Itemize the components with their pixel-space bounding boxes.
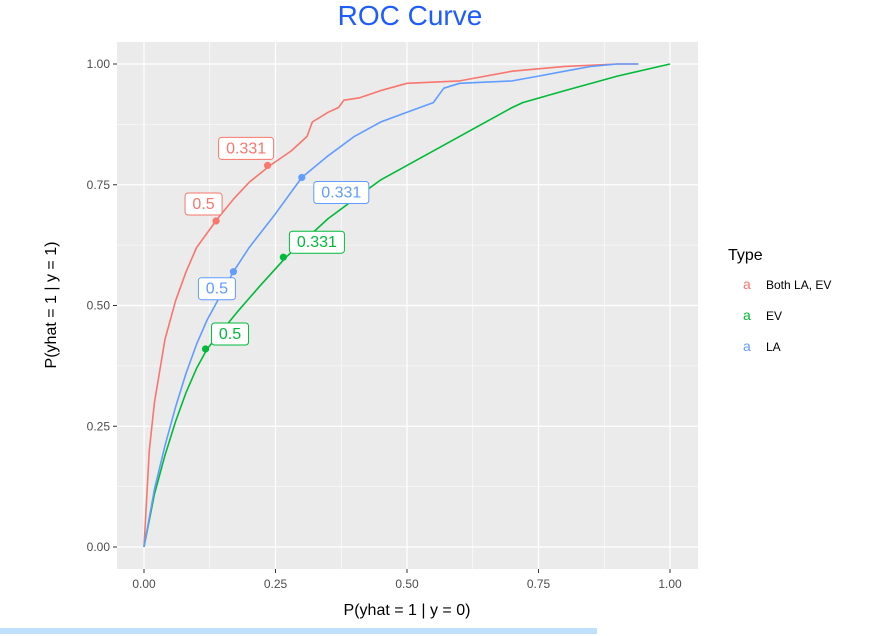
y-tick-label: 0.00 bbox=[87, 540, 111, 554]
y-tick-label: 0.75 bbox=[87, 178, 111, 192]
threshold-point bbox=[279, 253, 287, 261]
threshold-label-box bbox=[218, 136, 275, 160]
legend-label: Both LA, EV bbox=[766, 278, 831, 292]
series-line bbox=[143, 63, 639, 548]
legend-item: a LA bbox=[743, 338, 781, 354]
threshold-point bbox=[201, 345, 210, 353]
threshold-label: 0.5 bbox=[206, 281, 228, 298]
legend-item: a Both LA, EV bbox=[743, 276, 831, 292]
threshold-label: 0.331 bbox=[321, 185, 361, 202]
y-axis-label: P(yhat = 1 | y = 1) bbox=[43, 242, 60, 369]
threshold-label: 0.5 bbox=[192, 196, 214, 213]
legend-label: LA bbox=[766, 340, 781, 354]
threshold-label-box bbox=[313, 181, 370, 205]
threshold-label: 0.5 bbox=[219, 326, 241, 343]
legend-key-glyph: a bbox=[743, 338, 751, 354]
x-tick-label: 0.75 bbox=[527, 577, 551, 591]
x-axis-label: P(yhat = 1 | y = 0) bbox=[344, 602, 471, 619]
legend-key-glyph: a bbox=[743, 276, 751, 292]
threshold-point bbox=[229, 268, 238, 276]
threshold-points bbox=[201, 161, 306, 353]
x-tick-label: 0.00 bbox=[132, 577, 156, 591]
threshold-label-box bbox=[184, 192, 223, 216]
legend-label: EV bbox=[766, 309, 782, 323]
threshold-label: 0.331 bbox=[297, 234, 337, 251]
legend: Type a Both LA, EV a EV a LA bbox=[728, 247, 831, 354]
threshold-labels: 0.5 0.331 0.5 0.331 0.5 0.331 bbox=[184, 136, 370, 346]
y-tick-label: 0.25 bbox=[87, 419, 111, 433]
y-tick-label: 0.50 bbox=[87, 299, 111, 313]
threshold-label-box bbox=[288, 230, 345, 254]
x-tick-label: 1.00 bbox=[658, 577, 682, 591]
y-tick-label: 1.00 bbox=[87, 57, 111, 71]
bottom-rule bbox=[0, 628, 597, 634]
legend-items: a Both LA, EV a EV a LA bbox=[743, 276, 831, 354]
x-tick-label: 0.25 bbox=[264, 577, 288, 591]
threshold-label: 0.331 bbox=[226, 140, 266, 157]
threshold-label-box bbox=[211, 322, 250, 346]
threshold-point bbox=[264, 161, 272, 170]
series-line bbox=[143, 63, 639, 548]
legend-item: a EV bbox=[743, 307, 782, 323]
x-tick-label: 0.50 bbox=[395, 577, 419, 591]
threshold-point bbox=[212, 217, 220, 225]
threshold-label-box bbox=[197, 277, 236, 301]
legend-title: Type bbox=[728, 247, 763, 264]
grid-lines bbox=[117, 42, 698, 569]
threshold-point bbox=[298, 173, 306, 182]
legend-key-glyph: a bbox=[743, 307, 751, 323]
axis-ticks: 0.00 0.25 0.50 0.75 1.00 0.00 0.25 0.50 0.75 1.00 bbox=[87, 57, 682, 591]
chart-title: ROC Curve bbox=[338, 0, 483, 31]
